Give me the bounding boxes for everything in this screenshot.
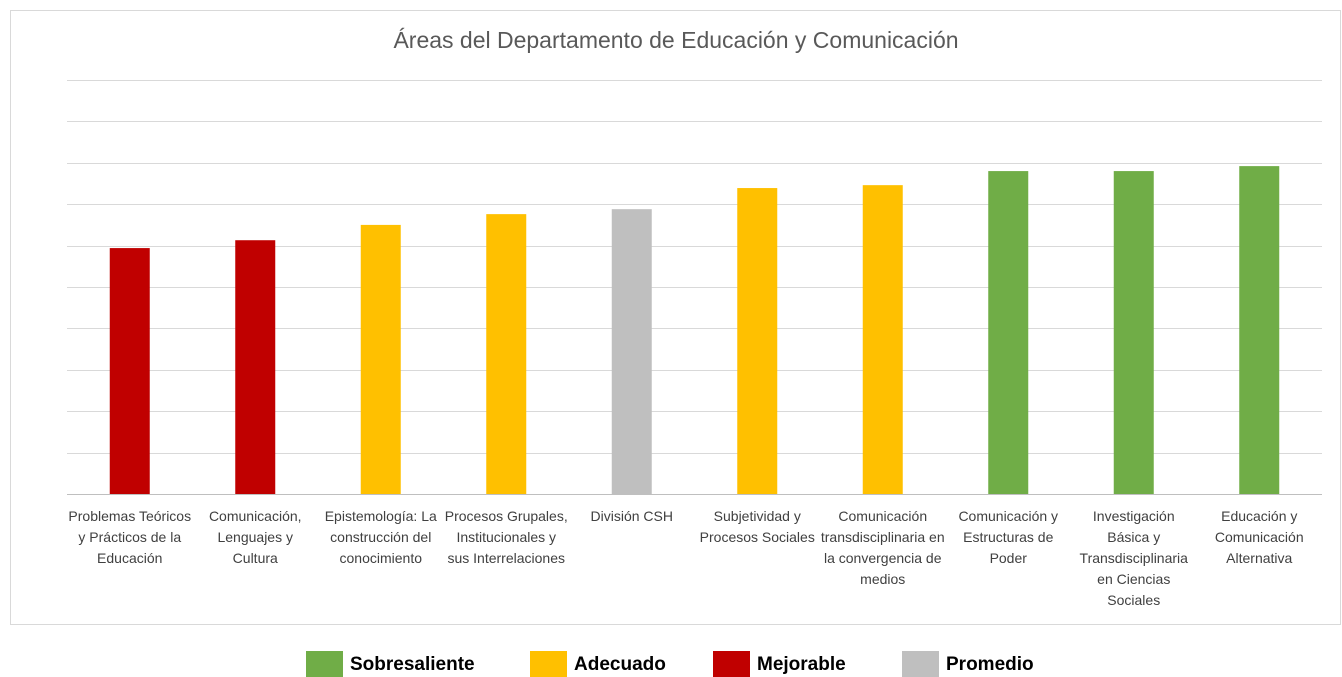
bar bbox=[486, 214, 527, 495]
chart-title: Áreas del Departamento de Educación y Co… bbox=[393, 27, 958, 53]
bar bbox=[988, 171, 1029, 494]
bar bbox=[109, 248, 150, 494]
bar bbox=[1239, 166, 1280, 494]
legend-label: Sobresaliente bbox=[350, 654, 475, 675]
x-tick-label: Comunicación, Lenguajes y Cultura bbox=[208, 508, 302, 566]
legend-label: Mejorable bbox=[757, 654, 846, 675]
legend-label: Adecuado bbox=[574, 654, 666, 675]
x-tick-label: Procesos Grupales, Institucionales y sus… bbox=[444, 508, 568, 566]
legend-swatch bbox=[306, 651, 343, 677]
bar bbox=[360, 224, 401, 494]
x-tick-label: Educación y Comunicación Alternativa bbox=[1214, 508, 1304, 566]
legend-label: Promedio bbox=[946, 654, 1034, 675]
legend-swatch bbox=[713, 651, 750, 677]
x-tick-label: Comunicación transdisciplinaria en la co… bbox=[820, 508, 945, 587]
x-tick-label: Comunicación y Estructuras de Poder bbox=[958, 508, 1059, 566]
x-tick-label: Investigación Básica y Transdisciplinari… bbox=[1079, 508, 1188, 608]
bar bbox=[737, 188, 778, 494]
bar bbox=[862, 185, 903, 494]
x-tick-label: División CSH bbox=[590, 508, 673, 524]
legend-swatch bbox=[530, 651, 567, 677]
x-tick-label: Subjetividad y Procesos Sociales bbox=[699, 508, 815, 545]
x-tick-label: Problemas Teóricos y Prácticos de la Edu… bbox=[68, 508, 192, 566]
x-tick-label: Epistemología: La construcción del conoc… bbox=[324, 508, 437, 566]
bar bbox=[611, 209, 652, 494]
legend-swatch bbox=[902, 651, 939, 677]
bar bbox=[235, 240, 276, 494]
bar bbox=[1113, 171, 1154, 494]
